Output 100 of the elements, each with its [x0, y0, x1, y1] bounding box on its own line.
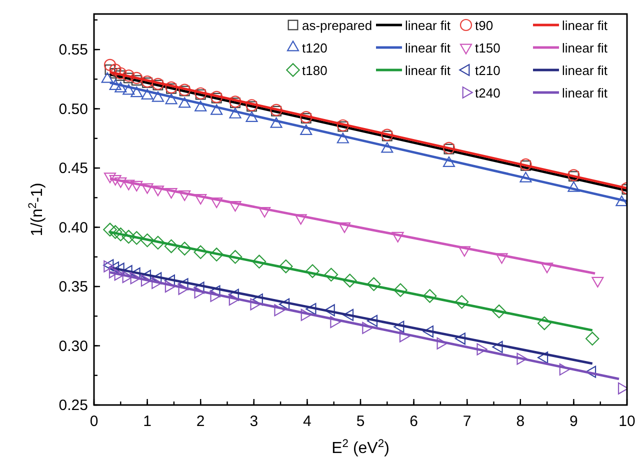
point: [114, 268, 125, 281]
point: [130, 72, 143, 84]
legend-label: t150: [475, 40, 500, 56]
point: [141, 88, 154, 100]
point: [122, 271, 133, 284]
point: [538, 316, 552, 330]
point: [114, 67, 127, 80]
point: [165, 94, 178, 104]
legend-label: t120: [302, 40, 328, 56]
legend-label: linear fit: [562, 86, 608, 100]
point: [270, 117, 282, 128]
legend-label: t180: [302, 63, 328, 78]
point: [618, 382, 627, 394]
x-tick-label: 0: [90, 413, 98, 430]
y-tick-label: 0.30: [58, 338, 88, 355]
legend-label: t210: [475, 63, 500, 78]
legend-label: linear fit: [405, 63, 451, 78]
point: [210, 248, 224, 262]
legend-label: t90: [475, 18, 494, 33]
point: [122, 230, 136, 244]
point: [442, 156, 456, 168]
point: [279, 260, 293, 274]
point: [538, 352, 548, 364]
x-tick-label: 6: [410, 413, 418, 430]
point: [336, 132, 349, 144]
point: [108, 225, 122, 239]
point: [394, 320, 404, 333]
x-tick-label: 7: [462, 413, 472, 430]
point: [164, 280, 176, 293]
point: [114, 228, 128, 242]
point: [109, 79, 122, 90]
y-tick-label: 0.35: [58, 278, 88, 296]
point: [306, 264, 320, 278]
point: [592, 276, 604, 288]
point: [122, 84, 135, 95]
point: [140, 233, 154, 248]
point: [178, 242, 192, 256]
point: [324, 268, 338, 282]
legend-label: linear fit: [562, 63, 608, 78]
point: [394, 283, 408, 297]
legend-label: linear fit: [562, 18, 608, 33]
x-tick-label: 2: [196, 413, 205, 430]
point: [229, 108, 242, 118]
point: [252, 254, 266, 269]
point: [381, 142, 394, 153]
point: [568, 181, 580, 192]
point: [422, 326, 434, 338]
point: [114, 82, 127, 92]
point: [274, 304, 285, 316]
point: [246, 111, 258, 122]
point: [152, 276, 162, 289]
x-tick-label: 3: [250, 413, 258, 430]
point: [210, 104, 223, 115]
point: [151, 236, 165, 250]
point: [228, 250, 242, 264]
y-tick-label: 0.25: [58, 397, 88, 414]
point: [210, 290, 221, 302]
point: [616, 196, 627, 206]
point: [108, 266, 120, 278]
point: [101, 72, 114, 83]
point: [178, 97, 191, 108]
point: [104, 58, 116, 71]
point: [585, 332, 600, 346]
point: [250, 298, 261, 310]
point: [109, 64, 122, 76]
point: [103, 222, 117, 237]
x-tick-label: 9: [570, 413, 578, 430]
point: [520, 172, 532, 182]
point: [152, 91, 164, 102]
point: [122, 70, 135, 82]
x-tick-label: 4: [303, 413, 312, 430]
point: [164, 239, 178, 254]
x-axis-title: E$^{2}$ (eV$^{2}$): [332, 438, 390, 457]
point: [454, 295, 469, 309]
point: [366, 277, 381, 292]
legend-label: t240: [475, 86, 500, 100]
point: [194, 245, 208, 260]
point: [492, 304, 506, 318]
legend-label: linear fit: [405, 18, 451, 33]
point: [130, 272, 141, 284]
point: [279, 298, 290, 310]
legend-label: as-prepared: [302, 18, 372, 33]
legend-label: linear fit: [562, 40, 608, 56]
point: [422, 289, 437, 303]
point: [194, 100, 207, 112]
point: [300, 124, 312, 136]
x-tick-label: 10: [618, 413, 636, 430]
point: [342, 274, 357, 288]
point: [228, 294, 240, 306]
point: [300, 308, 312, 321]
point: [178, 282, 189, 295]
point: [194, 286, 205, 298]
legend-label: linear fit: [405, 40, 451, 56]
point: [585, 366, 596, 378]
x-tick-label: 5: [356, 413, 365, 430]
y-tick-label: 0.50: [58, 100, 88, 118]
point: [130, 231, 144, 245]
y-tick-label: 0.40: [58, 219, 88, 236]
point: [130, 86, 143, 98]
y-tick-label: 0.55: [58, 42, 88, 59]
